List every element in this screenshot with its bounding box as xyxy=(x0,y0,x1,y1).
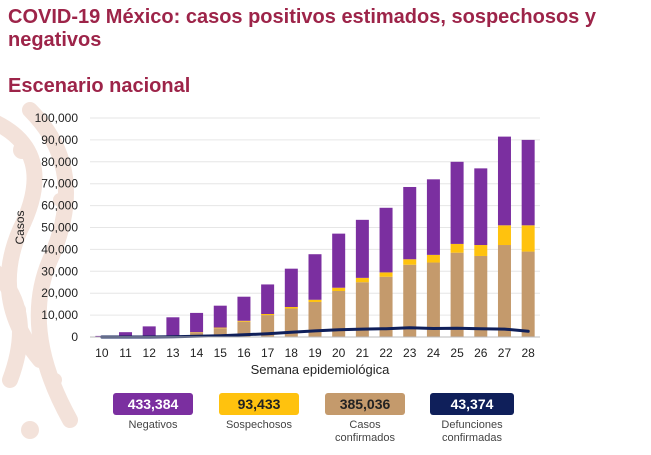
y-tick-label: 60,000 xyxy=(41,199,78,213)
y-tick-label: 40,000 xyxy=(41,242,78,256)
bar-negativos xyxy=(426,179,440,255)
x-tick-label: 24 xyxy=(427,346,441,360)
bar-casos-confirmados xyxy=(450,252,464,337)
bar-negativos xyxy=(403,186,417,260)
legend-sospechosos-value: 93,433 xyxy=(219,393,299,415)
bar-casos-confirmados xyxy=(426,262,440,337)
x-tick-label: 10 xyxy=(95,346,109,360)
y-tick-label: 50,000 xyxy=(41,221,78,235)
legend-negativos-value: 433,384 xyxy=(113,393,193,415)
x-tick-label: 16 xyxy=(237,346,251,360)
bar-sospechosos xyxy=(426,254,440,263)
y-tick-label: 70,000 xyxy=(41,177,78,191)
bar-casos-confirmados xyxy=(213,328,227,337)
legend-confirmados-value: 385,036 xyxy=(325,393,405,415)
bar-negativos xyxy=(474,168,488,246)
x-tick-label: 27 xyxy=(498,346,512,360)
bar-casos-confirmados xyxy=(521,251,535,337)
bar-casos-confirmados xyxy=(403,264,417,337)
bar-sospechosos xyxy=(332,287,346,292)
x-tick-label: 15 xyxy=(214,346,228,360)
bar-sospechosos xyxy=(403,259,417,265)
legend-negativos-label: Negativos xyxy=(128,419,178,431)
bar-negativos xyxy=(213,305,227,328)
bar-sospechosos xyxy=(213,327,227,329)
y-tick-label: 30,000 xyxy=(41,264,78,278)
bar-casos-confirmados xyxy=(497,245,511,337)
bar-negativos xyxy=(497,136,511,226)
bar-negativos xyxy=(166,317,180,336)
bar-negativos xyxy=(379,207,393,273)
x-tick-label: 25 xyxy=(450,346,464,360)
bar-sospechosos xyxy=(450,243,464,253)
legend-sospechosos: 93,433 Sospechosos xyxy=(219,393,299,432)
bar-negativos xyxy=(355,219,369,278)
bar-casos-confirmados xyxy=(284,308,298,337)
bar-sospechosos xyxy=(261,314,275,316)
bar-sospechosos xyxy=(521,225,535,252)
x-tick-label: 28 xyxy=(521,346,535,360)
legend-confirmados: 385,036 Casos confirmados xyxy=(325,393,405,445)
bar-casos-confirmados xyxy=(379,276,393,337)
x-tick-label: 13 xyxy=(166,346,180,360)
x-tick-label: 17 xyxy=(261,346,275,360)
bar-negativos xyxy=(450,161,464,244)
y-tick-label: 0 xyxy=(71,330,78,344)
bar-casos-confirmados xyxy=(261,315,275,337)
legend-defunciones: 43,374 Defunciones confirmadas xyxy=(430,393,514,445)
legend-defunciones-value: 43,374 xyxy=(430,393,514,415)
bar-sospechosos xyxy=(474,245,488,256)
bar-sospechosos xyxy=(190,332,204,333)
legend-negativos: 433,384 Negativos xyxy=(113,393,193,432)
x-tick-label: 11 xyxy=(119,346,132,360)
bar-casos-confirmados xyxy=(474,255,488,337)
x-tick-label: 14 xyxy=(190,346,204,360)
bar-casos-confirmados xyxy=(355,282,369,337)
bar-negativos xyxy=(261,284,275,315)
bar-negativos xyxy=(284,268,298,307)
x-tick-label: 26 xyxy=(474,346,488,360)
y-axis-title: Casos xyxy=(13,210,27,244)
bar-negativos xyxy=(237,296,251,321)
x-axis-title: Semana epidemiológica xyxy=(251,362,391,377)
bar-casos-confirmados xyxy=(332,291,346,337)
bar-negativos xyxy=(142,326,156,337)
page-subtitle: Escenario nacional xyxy=(8,75,191,97)
bar-negativos xyxy=(332,233,346,288)
x-tick-label: 20 xyxy=(332,346,346,360)
x-tick-label: 23 xyxy=(403,346,417,360)
bar-negativos xyxy=(521,139,535,226)
bar-negativos xyxy=(190,312,204,333)
bar-casos-confirmados xyxy=(308,301,322,337)
x-tick-label: 12 xyxy=(143,346,157,360)
page-title: COVID-19 México: casos positivos estimad… xyxy=(8,6,596,51)
bar-sospechosos xyxy=(284,306,298,309)
y-tick-label: 20,000 xyxy=(41,286,78,300)
y-tick-label: 80,000 xyxy=(41,155,78,169)
bar-sospechosos xyxy=(355,277,369,283)
x-tick-label: 21 xyxy=(356,346,370,360)
y-tick-label: 10,000 xyxy=(41,308,78,322)
bar-negativos xyxy=(119,332,133,337)
legend-confirmados-label: Casos confirmados xyxy=(335,419,395,444)
bar-negativos xyxy=(308,254,322,300)
bar-sospechosos xyxy=(497,225,511,246)
y-tick-label: 90,000 xyxy=(41,133,78,147)
bar-sospechosos xyxy=(237,320,251,322)
bar-sospechosos xyxy=(308,299,322,302)
x-tick-label: 18 xyxy=(285,346,299,360)
y-tick-label: 100,000 xyxy=(35,111,79,125)
bar-sospechosos xyxy=(379,272,393,277)
legend-sospechosos-label: Sospechosos xyxy=(225,419,293,431)
x-tick-label: 22 xyxy=(379,346,393,360)
x-tick-label: 19 xyxy=(308,346,322,360)
legend-defunciones-label: Defunciones confirmadas xyxy=(441,419,503,444)
